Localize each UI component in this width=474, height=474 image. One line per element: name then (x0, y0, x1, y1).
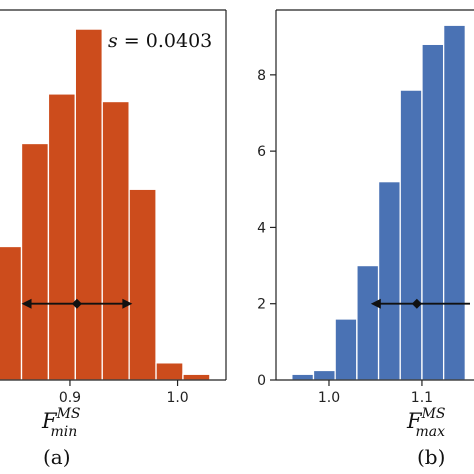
panel-a-bar (20, 142, 50, 380)
panel-b-bar (334, 318, 358, 380)
panel-b-bar (356, 264, 380, 380)
panel-b-range-arrow (370, 298, 470, 309)
panel-b-mean-marker (411, 298, 422, 309)
panel-b-bar (421, 43, 445, 380)
panel-a-bar (74, 28, 103, 380)
panel-a-bar (0, 245, 23, 380)
panel-b-bar (442, 24, 466, 380)
panel-a-x-ticks: 0.9 1.0 (59, 380, 189, 406)
panel-a-x-tick-label: 0.9 (59, 390, 81, 406)
panel-b: 0 2 4 6 8 1.0 1.1 FMS max (b) (257, 9, 474, 469)
panel-a-annotation: s = 0.0403 (108, 30, 212, 52)
panel-b-bar (291, 373, 315, 380)
panel-b-y-tick-label: 6 (257, 144, 266, 160)
panel-a-bar (182, 373, 211, 380)
panel-a-label: (a) (43, 445, 71, 469)
panel-b-x-tick-label: 1.0 (318, 390, 340, 406)
panel-a-bar (155, 362, 184, 380)
panel-b-y-tick-label: 4 (257, 220, 266, 236)
panel-a-x-tick-label: 1.0 (166, 390, 188, 406)
panel-b-x-ticks: 1.0 1.1 (318, 380, 433, 406)
panel-a-bar (47, 93, 76, 380)
panel-a-bar (101, 100, 130, 380)
panel-a-x-label: FMS min (41, 406, 81, 440)
panel-a: 0.9 1.0 s = 0.0403 FMS min (a) (0, 9, 227, 469)
panel-b-bar (312, 369, 336, 380)
panel-a-mean-marker (71, 298, 82, 309)
panel-b-y-tick-label: 0 (257, 373, 266, 389)
panel-b-x-tick-label: 1.1 (411, 390, 433, 406)
panel-b-label: (b) (417, 445, 445, 469)
panel-a-range-arrow (21, 298, 133, 309)
panel-b-bar (399, 89, 423, 380)
panel-b-y-tick-label: 2 (257, 297, 266, 313)
panel-b-arrow-head-left (370, 298, 381, 309)
panel-b-y-ticks: 0 2 4 6 8 (257, 68, 276, 389)
panel-b-x-label: FMS max (406, 406, 446, 440)
panel-b-bar (377, 180, 401, 380)
panel-a-bars (0, 28, 211, 380)
panel-a-bar (128, 188, 157, 380)
panel-b-bars (291, 24, 466, 380)
panel-b-y-tick-label: 8 (257, 68, 266, 84)
panel-a-arrow-head-right (122, 298, 133, 309)
panel-a-arrow-head-left (21, 298, 32, 309)
